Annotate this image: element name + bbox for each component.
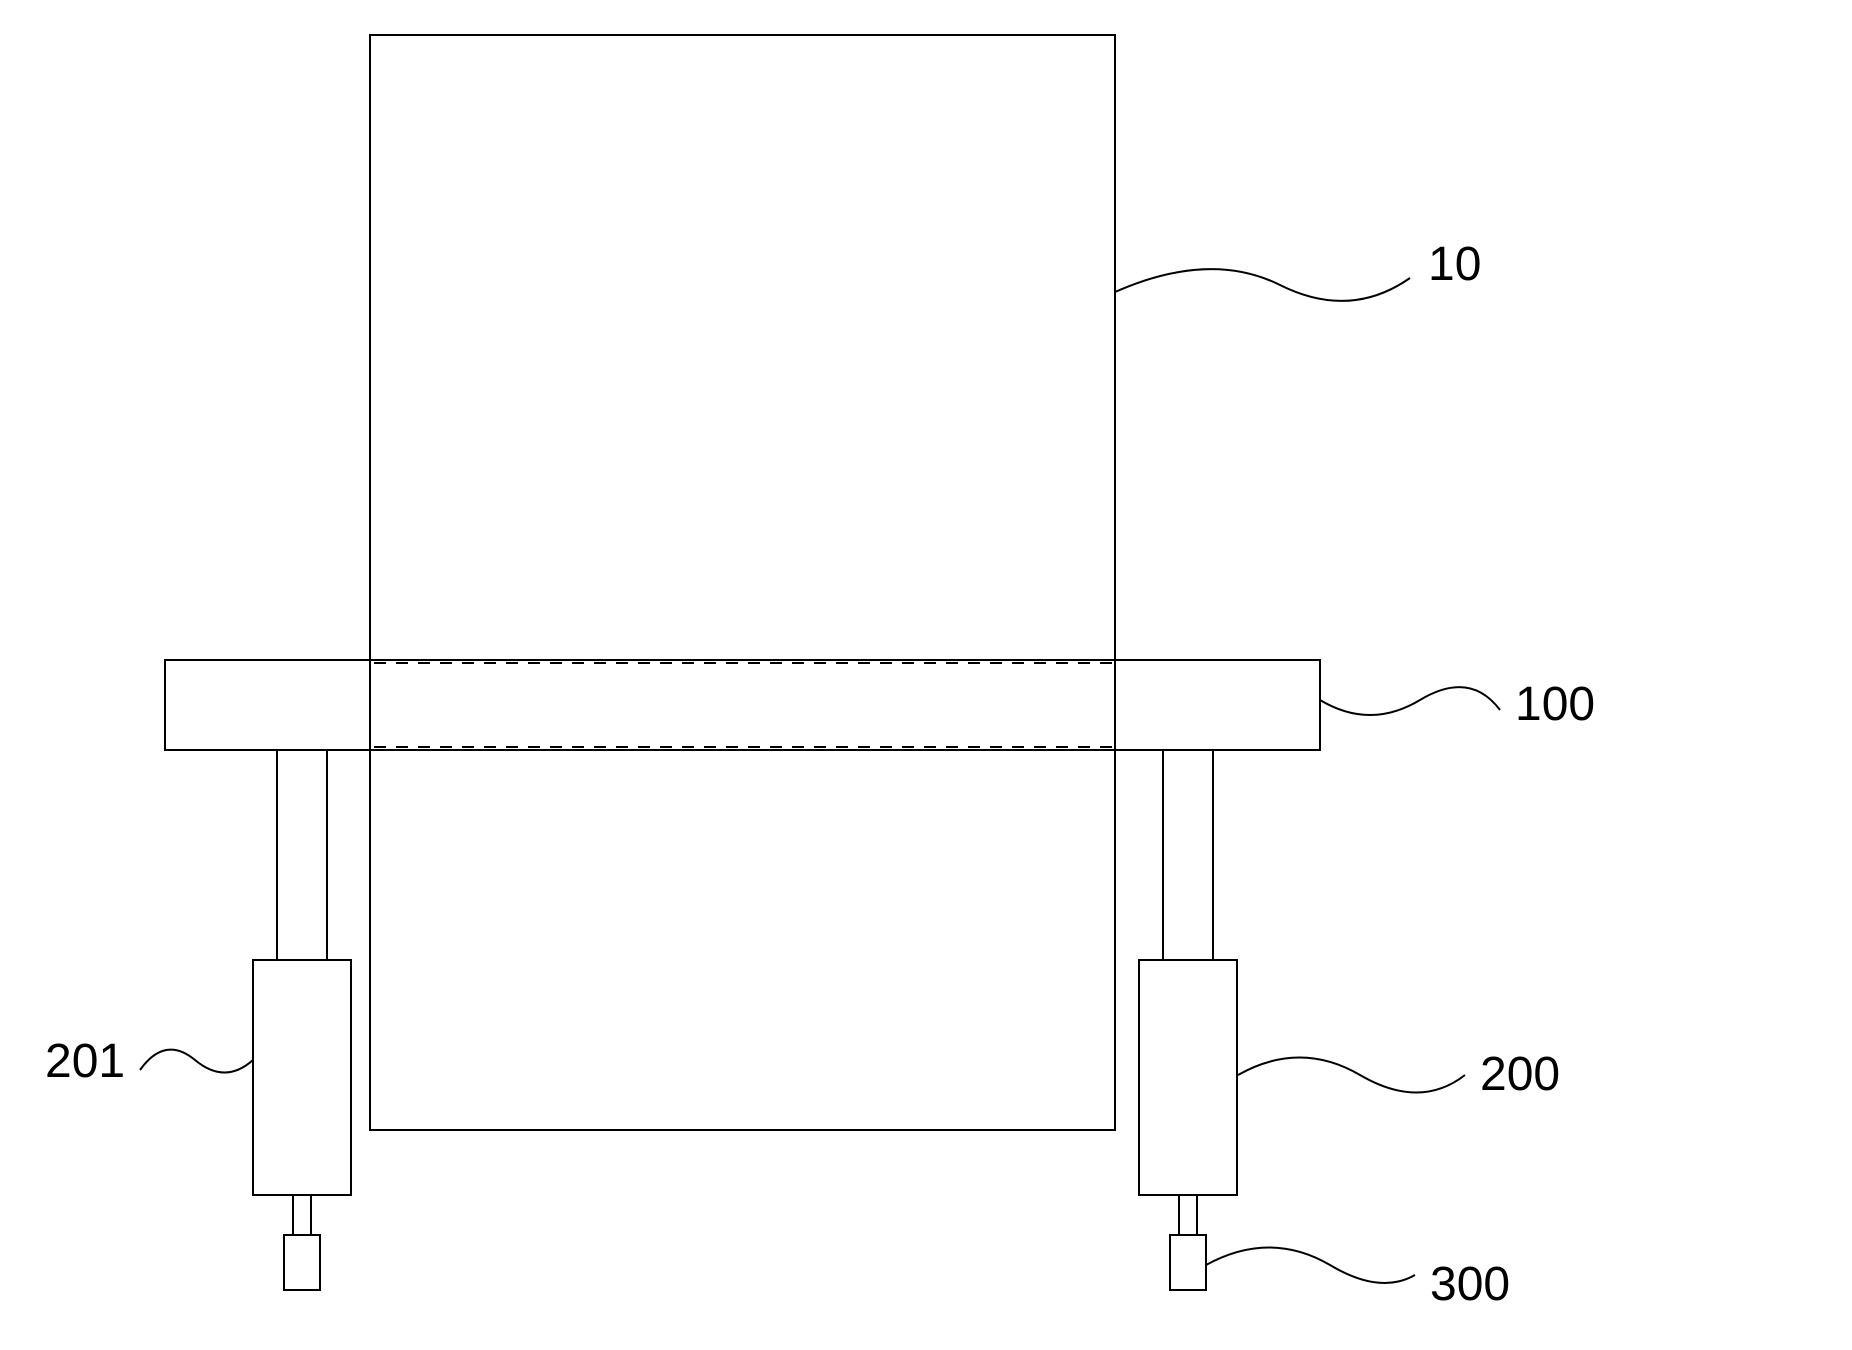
reference-label-200: 200: [1480, 1048, 1560, 1101]
diagram-svg: 10 100 200 201 300: [0, 0, 1852, 1350]
reference-label-201: 201: [45, 1035, 125, 1088]
reference-label-100: 100: [1515, 678, 1595, 731]
reference-label-10: 10: [1428, 238, 1481, 291]
diagram-shapes: [165, 35, 1320, 1290]
technical-diagram: 10 100 200 201 300: [0, 0, 1852, 1350]
reference-label-300: 300: [1430, 1258, 1510, 1311]
